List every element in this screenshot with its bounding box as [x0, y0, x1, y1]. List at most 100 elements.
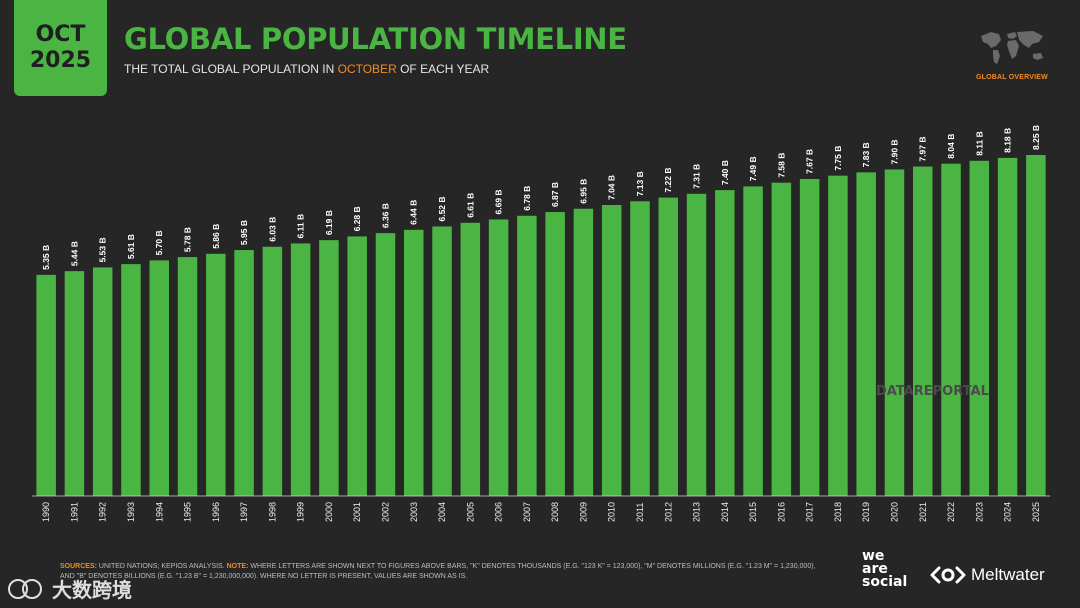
bar-2000 [319, 240, 339, 496]
note-text: WHERE LETTERS ARE SHOWN NEXT TO FIGURES … [60, 563, 816, 580]
data-label-2013: 7.31 B [692, 164, 702, 189]
bar-1993 [121, 264, 141, 496]
bar-2003 [404, 229, 424, 496]
x-tick-2001: 2001 [352, 502, 362, 522]
bar-2019 [856, 172, 876, 497]
data-label-1991: 5.44 B [69, 241, 79, 266]
x-tick-1993: 1993 [126, 502, 136, 522]
x-tick-2020: 2020 [889, 502, 899, 522]
datareportal-watermark: DATAREPORTAL [876, 384, 989, 399]
data-label-2018: 7.75 B [833, 146, 843, 171]
world-map-icon [981, 31, 1043, 64]
data-label-1992: 5.53 B [98, 237, 108, 262]
data-label-2003: 6.44 B [409, 200, 419, 225]
data-label-2020: 7.90 B [889, 139, 899, 164]
data-label-2024: 8.18 B [1003, 128, 1013, 153]
x-tick-2022: 2022 [946, 502, 956, 522]
data-label-2007: 6.78 B [522, 186, 532, 211]
bar-2007 [517, 215, 537, 496]
data-label-2010: 7.04 B [607, 175, 617, 200]
data-label-2019: 7.83 B [861, 142, 871, 167]
data-label-2021: 7.97 B [918, 137, 928, 162]
x-tick-2006: 2006 [494, 502, 504, 522]
x-tick-1995: 1995 [183, 502, 193, 522]
logo-word-social: social [862, 574, 908, 590]
data-label-2025: 8.25 B [1031, 125, 1041, 150]
data-label-1999: 6.11 B [296, 214, 306, 239]
bar-2009 [573, 208, 594, 497]
data-label-2011: 7.13 B [635, 171, 645, 196]
subtitle-highlight: OCTOBER [337, 62, 397, 76]
x-tick-1992: 1992 [98, 502, 108, 522]
x-tick-2007: 2007 [522, 502, 532, 522]
data-label-2022: 8.04 B [946, 134, 956, 159]
x-tick-1991: 1991 [69, 502, 79, 522]
x-tick-2003: 2003 [409, 502, 419, 522]
x-tick-2011: 2011 [635, 503, 645, 522]
date-badge: OCT 2025 [14, 0, 107, 96]
section-badge: GLOBAL OVERVIEW [962, 26, 1062, 81]
x-tick-2018: 2018 [833, 502, 843, 522]
x-tick-2005: 2005 [465, 502, 475, 522]
data-label-1994: 5.70 B [154, 230, 164, 255]
bar-2024 [997, 157, 1018, 496]
data-label-2015: 7.49 B [748, 156, 758, 181]
x-tick-1996: 1996 [211, 502, 221, 522]
data-label-1996: 5.86 B [211, 224, 221, 249]
meltwater-mark-icon [930, 566, 966, 584]
bar-2015 [743, 186, 763, 496]
data-label-2005: 6.61 B [465, 193, 475, 218]
section-label: GLOBAL OVERVIEW [976, 74, 1048, 81]
bar-1995 [177, 257, 198, 496]
badge-month: OCT [35, 22, 86, 47]
data-label-1990: 5.35 B [41, 245, 51, 270]
meltwater-logo: Meltwater [930, 565, 1045, 585]
x-tick-2024: 2024 [1003, 502, 1013, 522]
x-tick-2004: 2004 [437, 502, 447, 522]
x-tick-2014: 2014 [720, 502, 730, 522]
bar-1991 [64, 271, 85, 496]
bar-2006 [488, 219, 509, 497]
data-label-1995: 5.78 B [183, 227, 193, 252]
x-tick-1999: 1999 [296, 502, 306, 522]
data-label-2023: 8.11 B [974, 131, 984, 156]
data-label-2014: 7.40 B [720, 160, 730, 185]
data-label-2000: 6.19 B [324, 210, 334, 235]
bar-1996 [206, 253, 226, 496]
data-label-2012: 7.22 B [663, 168, 673, 193]
note-label: NOTE: [226, 563, 249, 570]
data-label-1993: 5.61 B [126, 234, 136, 259]
bar-2018 [828, 175, 848, 497]
x-tick-2013: 2013 [692, 502, 702, 522]
subtitle-post: OF EACH YEAR [396, 62, 490, 76]
bar-2021 [913, 166, 933, 496]
x-tick-2002: 2002 [380, 502, 390, 522]
bar-2023 [969, 160, 990, 497]
footer-notes: SOURCES: UNITED NATIONS; KEPIOS ANALYSIS… [60, 562, 820, 582]
we-are-social-logo: we are social [862, 549, 908, 590]
bar-1990 [36, 274, 56, 496]
data-label-1998: 6.03 B [267, 217, 277, 242]
x-tick-2009: 2009 [578, 502, 588, 522]
x-tick-2019: 2019 [861, 502, 871, 522]
bar-2022 [941, 163, 961, 496]
x-tick-1997: 1997 [239, 502, 249, 522]
data-label-2006: 6.69 B [494, 189, 504, 214]
bar-2014 [715, 190, 735, 496]
data-label-2002: 6.36 B [380, 203, 390, 228]
data-label-2001: 6.28 B [352, 206, 362, 231]
bar-1997 [234, 250, 254, 496]
data-label-2008: 6.87 B [550, 182, 560, 207]
bar-1994 [149, 260, 169, 496]
corner-mark-icon [8, 578, 42, 599]
page-title: GLOBAL POPULATION TIMELINE [124, 22, 627, 56]
logo-word-are: are [862, 561, 888, 577]
x-tick-2008: 2008 [550, 502, 560, 522]
bar-2001 [347, 236, 367, 496]
x-tick-1998: 1998 [267, 502, 277, 522]
corner-watermark: 大数跨境 [6, 574, 132, 603]
bar-2017 [799, 178, 820, 496]
x-tick-2025: 2025 [1031, 502, 1041, 522]
bar-2002 [375, 233, 396, 496]
